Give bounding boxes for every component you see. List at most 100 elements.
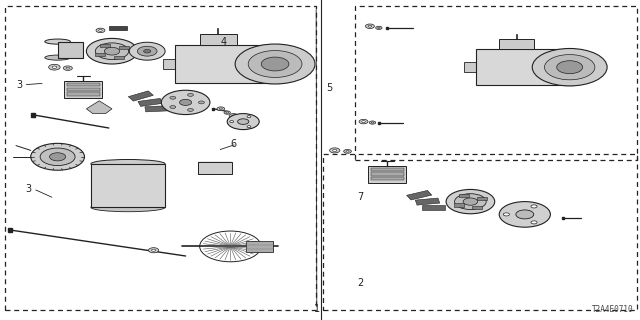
Circle shape xyxy=(346,151,349,152)
Circle shape xyxy=(359,119,368,124)
Circle shape xyxy=(170,96,176,99)
Circle shape xyxy=(40,148,75,165)
Circle shape xyxy=(188,93,193,96)
Circle shape xyxy=(143,49,151,53)
Circle shape xyxy=(446,189,495,214)
Circle shape xyxy=(531,205,537,208)
Polygon shape xyxy=(422,205,445,210)
Text: 3: 3 xyxy=(26,184,32,194)
Bar xyxy=(454,203,464,206)
Circle shape xyxy=(129,42,165,60)
Circle shape xyxy=(376,26,382,29)
Bar xyxy=(477,197,487,200)
Bar xyxy=(114,56,124,59)
Text: 7: 7 xyxy=(357,192,364,202)
Circle shape xyxy=(531,221,537,224)
Circle shape xyxy=(499,202,550,227)
Ellipse shape xyxy=(45,39,70,44)
Text: 3: 3 xyxy=(16,80,22,90)
Circle shape xyxy=(138,46,157,56)
Text: 2: 2 xyxy=(357,278,364,288)
Bar xyxy=(109,26,127,30)
Ellipse shape xyxy=(45,55,70,60)
Polygon shape xyxy=(198,162,232,174)
Bar xyxy=(67,88,100,91)
Circle shape xyxy=(49,153,66,161)
Bar xyxy=(371,172,404,176)
Circle shape xyxy=(330,148,340,153)
Bar xyxy=(95,53,105,56)
Circle shape xyxy=(247,126,251,128)
Circle shape xyxy=(152,249,156,251)
Circle shape xyxy=(516,210,534,219)
Circle shape xyxy=(63,66,72,70)
Circle shape xyxy=(248,51,302,77)
Bar xyxy=(64,81,102,99)
Text: 4: 4 xyxy=(221,36,227,47)
Bar xyxy=(91,164,165,207)
Circle shape xyxy=(232,115,236,117)
Circle shape xyxy=(557,61,582,74)
Circle shape xyxy=(170,106,176,108)
Circle shape xyxy=(49,64,60,70)
Bar xyxy=(163,59,175,69)
Circle shape xyxy=(220,108,222,109)
Circle shape xyxy=(217,107,225,111)
Ellipse shape xyxy=(91,203,165,212)
Polygon shape xyxy=(406,190,432,200)
Circle shape xyxy=(99,29,102,31)
Bar xyxy=(198,162,232,174)
Circle shape xyxy=(454,194,486,210)
Circle shape xyxy=(198,101,204,104)
Text: T2A4E0710: T2A4E0710 xyxy=(592,305,634,314)
Bar xyxy=(464,62,476,72)
Circle shape xyxy=(545,55,595,80)
Circle shape xyxy=(229,114,238,118)
Circle shape xyxy=(368,25,372,27)
Bar xyxy=(58,42,83,58)
Circle shape xyxy=(333,149,337,151)
Bar xyxy=(371,177,404,180)
Circle shape xyxy=(365,24,374,28)
Circle shape xyxy=(503,213,509,216)
Bar xyxy=(371,168,404,171)
Circle shape xyxy=(532,48,607,86)
Circle shape xyxy=(31,143,84,170)
Circle shape xyxy=(237,119,249,124)
Circle shape xyxy=(86,38,138,64)
Text: 5: 5 xyxy=(326,83,333,93)
Bar xyxy=(100,44,110,47)
Circle shape xyxy=(52,66,57,68)
Bar xyxy=(459,194,469,197)
Bar xyxy=(119,46,129,49)
Circle shape xyxy=(235,44,315,84)
Circle shape xyxy=(227,114,259,130)
Circle shape xyxy=(463,198,477,205)
Bar xyxy=(472,206,482,209)
Bar xyxy=(368,166,406,183)
Circle shape xyxy=(104,47,120,55)
Circle shape xyxy=(224,111,230,114)
Circle shape xyxy=(369,121,376,124)
Circle shape xyxy=(261,57,289,71)
Circle shape xyxy=(95,43,129,60)
Polygon shape xyxy=(138,99,163,106)
Circle shape xyxy=(378,27,380,28)
Text: 1: 1 xyxy=(314,304,320,314)
Bar xyxy=(200,34,237,45)
Ellipse shape xyxy=(91,159,165,168)
Polygon shape xyxy=(86,101,112,114)
Bar xyxy=(175,45,280,83)
Circle shape xyxy=(188,108,193,111)
Circle shape xyxy=(96,28,105,33)
Bar xyxy=(67,83,100,86)
Circle shape xyxy=(148,248,159,253)
Circle shape xyxy=(226,112,228,113)
Bar xyxy=(67,92,100,96)
Polygon shape xyxy=(128,91,154,101)
Bar xyxy=(499,39,534,49)
Circle shape xyxy=(66,67,70,69)
Polygon shape xyxy=(145,106,169,112)
Circle shape xyxy=(362,121,365,123)
Circle shape xyxy=(230,121,234,123)
